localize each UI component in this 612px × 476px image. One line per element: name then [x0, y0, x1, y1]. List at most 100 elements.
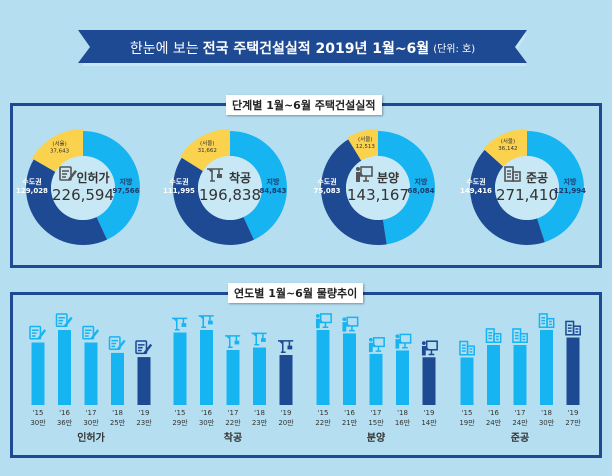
capital-label: 수도권 — [22, 177, 41, 186]
building-icon — [512, 328, 528, 344]
title-prefix: 한눈에 보는 — [129, 40, 199, 57]
capital-label: 수도권 — [317, 177, 336, 186]
stand — [363, 176, 369, 182]
block — [493, 332, 502, 344]
bar-year-label: '18 — [541, 409, 552, 417]
pen — [64, 316, 73, 327]
donut-hole — [495, 156, 559, 220]
bar-year-label: '17 — [371, 409, 382, 417]
bar-year-label: '19 — [139, 409, 150, 417]
doc — [82, 325, 95, 340]
block — [519, 332, 528, 344]
permit-document-icon — [55, 313, 73, 328]
donut-total: 271,410 — [496, 186, 558, 204]
bar — [540, 330, 553, 405]
donut-slice-capital — [173, 157, 254, 245]
pen — [68, 170, 77, 181]
bar-value-label: 24만 — [486, 418, 502, 427]
bar-value-label: 24만 — [512, 418, 528, 427]
bar-year-label: '16 — [201, 409, 212, 417]
seoul-label: (서울) — [501, 137, 515, 145]
bar — [566, 337, 580, 405]
bar-group-label: 인허가 — [77, 431, 105, 444]
windows — [541, 316, 552, 326]
board — [372, 337, 385, 348]
bar-value-label: 19만 — [459, 418, 475, 427]
bar-year-label: '19 — [281, 409, 292, 417]
stand — [428, 349, 435, 356]
crane-icon — [172, 317, 188, 331]
bar — [396, 350, 409, 405]
crane-icon — [278, 340, 294, 354]
donut-slice-seoul — [32, 129, 83, 172]
bar — [111, 352, 124, 405]
bar-value-label: 22만 — [315, 418, 331, 427]
bar-year-label: '16 — [59, 409, 70, 417]
bar-value-label: 16만 — [395, 418, 411, 427]
crane — [198, 315, 214, 329]
donut-stage-name: 인허가 — [76, 170, 109, 185]
bar-group-label: 분양 — [367, 432, 386, 444]
lines — [31, 329, 39, 337]
donut-slice-capital — [470, 149, 545, 245]
board — [346, 316, 359, 327]
local-value: 121,994 — [554, 187, 586, 195]
bar — [58, 330, 71, 405]
donut-stage-name: 준공 — [526, 171, 548, 185]
head — [395, 334, 400, 339]
building-icon — [565, 320, 581, 336]
page-title: 전국 주택건설실적 2019년 1월~6월 — [202, 40, 430, 57]
pen — [90, 329, 100, 340]
load — [234, 340, 240, 345]
donut-hole — [346, 156, 410, 220]
bar-year-label: '19 — [424, 409, 435, 417]
stand — [375, 346, 382, 352]
lines — [84, 329, 92, 337]
capital-value: 75,083 — [313, 187, 340, 195]
capital-value: 129,028 — [16, 187, 48, 195]
local-label: 지방 — [120, 177, 133, 186]
doc — [135, 340, 148, 355]
building-icon — [485, 328, 502, 344]
load — [261, 338, 266, 342]
donut-hole — [198, 156, 262, 220]
seoul-value: 12,513 — [356, 144, 376, 150]
bar — [460, 357, 474, 405]
presentation-icon — [395, 333, 412, 349]
donut-slice-capital — [26, 159, 108, 245]
permit-document-icon — [59, 166, 77, 181]
head — [342, 317, 347, 322]
block — [546, 317, 555, 329]
bar-value-label: 23만 — [252, 418, 268, 427]
donut-slice-seoul — [347, 129, 378, 161]
crane-icon — [251, 332, 267, 346]
presentation-icon — [315, 313, 332, 329]
bar-value-label: 36만 — [57, 418, 73, 427]
stage-section-label: 단계별 1월~6월 주택건설실적 — [226, 95, 382, 115]
capital-value: 149,416 — [460, 187, 492, 195]
seoul-label: (서울) — [52, 139, 66, 147]
crane — [172, 317, 188, 331]
body — [315, 318, 323, 329]
doc — [29, 325, 42, 340]
bar-value-label: 30만 — [199, 418, 215, 427]
donut-slice-capital — [320, 139, 387, 245]
bar-value-label: 27만 — [565, 418, 581, 427]
bar-value-label: 23만 — [136, 418, 152, 427]
load — [217, 174, 222, 178]
stand — [402, 342, 408, 349]
bar-value-label: 22만 — [225, 418, 241, 427]
bar-year-label: '18 — [112, 409, 123, 417]
bar-year-label: '17 — [86, 409, 97, 417]
lines — [111, 339, 119, 348]
bar-year-label: '16 — [344, 409, 355, 417]
donut-slice-local — [230, 131, 287, 240]
bar-value-label: 30만 — [539, 418, 555, 427]
stand — [322, 322, 329, 329]
bar-year-label: '15 — [175, 409, 186, 417]
bar-group-label: 착공 — [224, 431, 242, 444]
lines — [58, 316, 66, 325]
windows — [461, 344, 473, 353]
stand — [349, 325, 355, 332]
